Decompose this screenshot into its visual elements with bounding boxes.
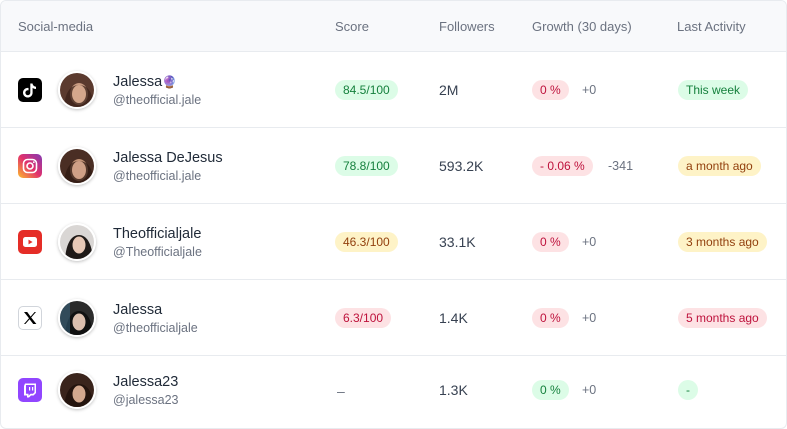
last-activity-badge: 5 months ago (678, 308, 767, 328)
profile-name[interactable]: Jalessa (113, 302, 163, 318)
profile-handle: @theofficial.jale (113, 93, 202, 107)
avatar[interactable] (58, 71, 96, 109)
last-activity-badge: 3 months ago (678, 232, 767, 252)
score-badge: 6.3/100 (335, 308, 392, 328)
growth-percent-badge: 0 % (532, 232, 569, 252)
table-header: Social-media Score Followers Growth (30 … (1, 1, 786, 52)
growth-delta: +0 (582, 235, 597, 249)
table-row[interactable]: Jalessa DeJesus @theofficial.jale 78.8/1… (1, 128, 786, 204)
last-activity-badge: - (678, 380, 698, 400)
instagram-icon (18, 154, 42, 178)
growth-percent-badge: 0 % (532, 380, 569, 400)
growth-delta: +0 (582, 83, 597, 97)
growth-percent-badge: 0 % (532, 80, 569, 100)
followers-count: 33.1K (439, 234, 476, 250)
growth-percent-badge: - 0.06 % (532, 156, 593, 176)
profile-handle: @theofficialjale (113, 321, 198, 335)
last-activity-badge: This week (678, 80, 749, 100)
growth-delta: +0 (582, 383, 597, 397)
score-badge: 84.5/100 (335, 80, 398, 100)
followers-count: 593.2K (439, 158, 484, 174)
profile-handle: @jalessa23 (113, 393, 179, 407)
score-badge: 46.3/100 (335, 232, 398, 252)
avatar[interactable] (58, 371, 96, 409)
column-header-social[interactable]: Social-media (18, 19, 94, 34)
followers-count: 2M (439, 82, 459, 98)
youtube-icon (18, 230, 42, 254)
avatar[interactable] (58, 299, 96, 337)
column-header-activity[interactable]: Last Activity (677, 19, 746, 34)
profile-name[interactable]: Jalessa23 (113, 374, 179, 390)
growth-percent-badge: 0 % (532, 308, 569, 328)
table-row[interactable]: Jalessa23 @jalessa23 – 1.3K 0 % +0 - (1, 356, 786, 428)
followers-count: 1.3K (439, 382, 468, 398)
twitch-icon (18, 378, 42, 402)
profile-name[interactable]: Jalessa🔮 (113, 74, 178, 90)
profile-name[interactable]: Jalessa DeJesus (113, 150, 223, 166)
crystal-ball-emoji: 🔮 (162, 75, 178, 89)
table-row[interactable]: Theofficialjale @Theofficialjale 46.3/10… (1, 204, 786, 280)
followers-count: 1.4K (439, 310, 468, 326)
column-header-followers[interactable]: Followers (439, 19, 495, 34)
growth-delta: +0 (582, 311, 597, 325)
profile-handle: @theofficial.jale (113, 169, 202, 183)
column-header-score[interactable]: Score (335, 19, 369, 34)
avatar[interactable] (58, 223, 96, 261)
score-badge: 78.8/100 (335, 156, 398, 176)
profile-name[interactable]: Theofficialjale (113, 226, 202, 242)
tiktok-icon (18, 78, 42, 102)
table-row[interactable]: Jalessa🔮 @theofficial.jale 84.5/100 2M 0… (1, 52, 786, 128)
table-row[interactable]: Jalessa @theofficialjale 6.3/100 1.4K 0 … (1, 280, 786, 356)
growth-delta: -341 (608, 159, 634, 173)
x-icon (18, 306, 42, 330)
last-activity-badge: a month ago (678, 156, 761, 176)
avatar[interactable] (58, 147, 96, 185)
profile-handle: @Theofficialjale (113, 245, 202, 259)
column-header-growth[interactable]: Growth (30 days) (532, 19, 632, 34)
score-empty: – (337, 383, 345, 399)
